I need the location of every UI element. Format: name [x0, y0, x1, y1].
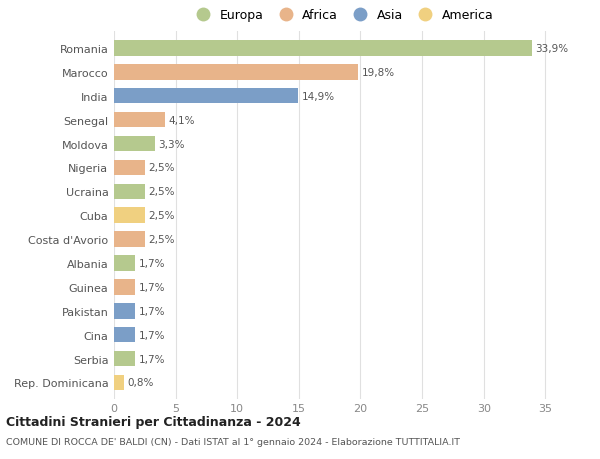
- Bar: [114, 136, 155, 152]
- Text: 0,8%: 0,8%: [128, 378, 154, 388]
- Text: COMUNE DI ROCCA DE' BALDI (CN) - Dati ISTAT al 1° gennaio 2024 - Elaborazione TU: COMUNE DI ROCCA DE' BALDI (CN) - Dati IS…: [6, 437, 460, 446]
- Bar: [114, 65, 358, 80]
- Bar: [114, 112, 164, 128]
- Bar: [114, 232, 145, 247]
- Text: 1,7%: 1,7%: [139, 258, 165, 269]
- Bar: [114, 375, 124, 391]
- Legend: Europa, Africa, Asia, America: Europa, Africa, Asia, America: [191, 9, 493, 22]
- Bar: [114, 327, 135, 343]
- Bar: [114, 89, 298, 104]
- Text: 2,5%: 2,5%: [149, 163, 175, 173]
- Bar: [114, 184, 145, 200]
- Text: 19,8%: 19,8%: [362, 67, 395, 78]
- Text: 1,7%: 1,7%: [139, 282, 165, 292]
- Text: 2,5%: 2,5%: [149, 187, 175, 197]
- Bar: [114, 160, 145, 176]
- Text: 2,5%: 2,5%: [149, 235, 175, 245]
- Bar: [114, 41, 532, 56]
- Bar: [114, 303, 135, 319]
- Text: 1,7%: 1,7%: [139, 354, 165, 364]
- Text: 14,9%: 14,9%: [301, 91, 334, 101]
- Bar: [114, 280, 135, 295]
- Text: 1,7%: 1,7%: [139, 330, 165, 340]
- Text: 33,9%: 33,9%: [535, 44, 569, 54]
- Text: 4,1%: 4,1%: [168, 115, 195, 125]
- Text: 2,5%: 2,5%: [149, 211, 175, 221]
- Bar: [114, 208, 145, 224]
- Bar: [114, 351, 135, 367]
- Bar: [114, 256, 135, 271]
- Text: 3,3%: 3,3%: [158, 139, 185, 149]
- Text: 1,7%: 1,7%: [139, 306, 165, 316]
- Text: Cittadini Stranieri per Cittadinanza - 2024: Cittadini Stranieri per Cittadinanza - 2…: [6, 415, 301, 428]
